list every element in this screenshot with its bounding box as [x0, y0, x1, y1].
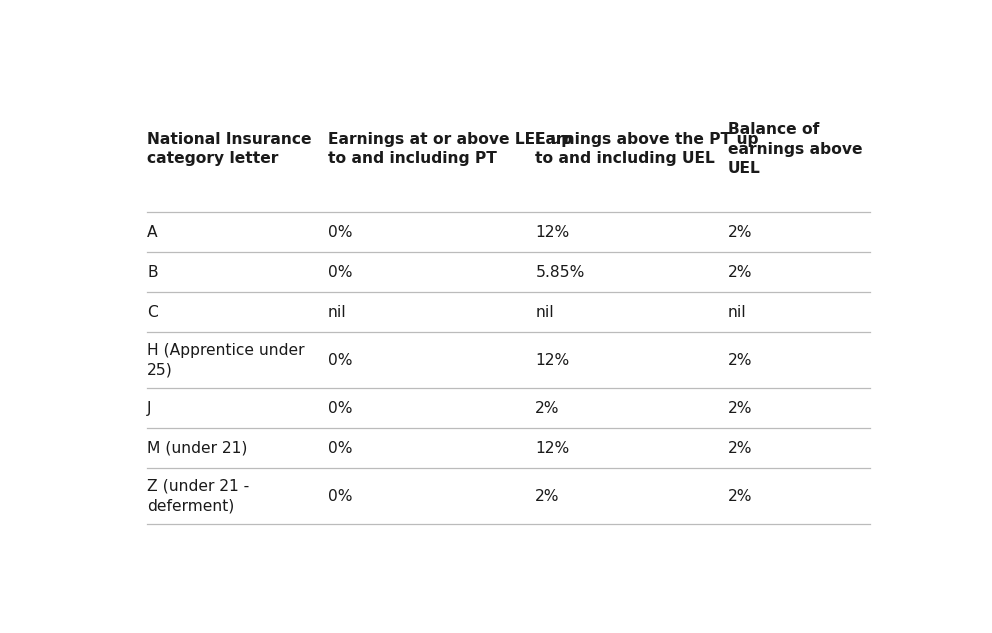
Text: 2%: 2% [536, 489, 559, 504]
Text: Balance of
earnings above
UEL: Balance of earnings above UEL [727, 122, 862, 177]
Text: 2%: 2% [727, 265, 752, 280]
Text: 2%: 2% [727, 401, 752, 416]
Text: 0%: 0% [327, 225, 352, 240]
Text: nil: nil [327, 305, 346, 320]
Text: J: J [147, 401, 152, 416]
Text: 2%: 2% [727, 225, 752, 240]
Text: 0%: 0% [327, 265, 352, 280]
Text: 12%: 12% [536, 441, 569, 456]
Text: nil: nil [536, 305, 554, 320]
Text: 0%: 0% [327, 401, 352, 416]
Text: 0%: 0% [327, 489, 352, 504]
Text: 5.85%: 5.85% [536, 265, 584, 280]
Text: 12%: 12% [536, 225, 569, 240]
Text: C: C [147, 305, 158, 320]
Text: 12%: 12% [536, 353, 569, 368]
Text: 2%: 2% [727, 489, 752, 504]
Text: 0%: 0% [327, 353, 352, 368]
Text: 2%: 2% [536, 401, 559, 416]
Text: H (Apprentice under
25): H (Apprentice under 25) [147, 343, 305, 378]
Text: Z (under 21 -
deferment): Z (under 21 - deferment) [147, 479, 249, 514]
Text: 0%: 0% [327, 441, 352, 456]
Text: National Insurance
category letter: National Insurance category letter [147, 132, 311, 166]
Text: Earnings above the PT up
to and including UEL: Earnings above the PT up to and includin… [536, 132, 759, 166]
Text: 2%: 2% [727, 353, 752, 368]
Text: Earnings at or above LEL up
to and including PT: Earnings at or above LEL up to and inclu… [327, 132, 572, 166]
Text: M (under 21): M (under 21) [147, 441, 247, 456]
Text: A: A [147, 225, 158, 240]
Text: B: B [147, 265, 158, 280]
Text: 2%: 2% [727, 441, 752, 456]
Text: nil: nil [727, 305, 746, 320]
